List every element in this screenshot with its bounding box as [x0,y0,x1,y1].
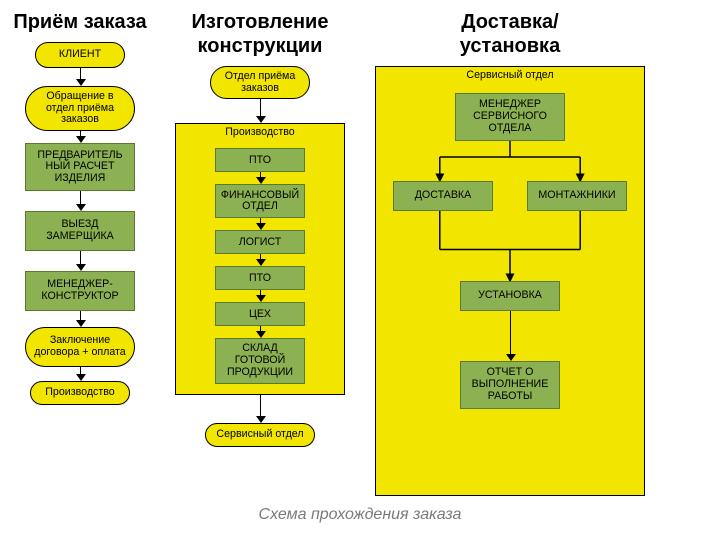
flow-node: ПРЕДВАРИТЕЛЬ НЫЙ РАСЧЕТ ИЗДЕЛИЯ [25,143,135,191]
arrow-down-icon [260,218,261,230]
flow-node: МОНТАЖНИКИ [527,181,627,211]
flow-node: Заключение договора + оплата [25,327,135,367]
col3-title: Доставка/ установка [460,10,560,58]
arrow-down-icon [80,191,81,211]
flow-node: ДОСТАВКА [393,181,493,211]
branch-merge-icon [375,211,645,281]
flow-node: Производство [30,381,130,405]
arrow-down-icon [80,367,81,381]
flow-node: ПТО [215,266,305,290]
flow-node: ФИНАНСОВЫЙ ОТДЕЛ [215,184,305,218]
arrow-down-icon [80,251,81,271]
flow-node: ПТО [215,148,305,172]
arrow-down-icon [80,311,81,327]
col1-title: Приём заказа [13,10,146,34]
arrow-down-icon [80,68,81,86]
arrow-down-icon [260,99,261,123]
flow-node: Сервисный отдел [205,423,315,447]
arrow-down-icon [260,172,261,184]
arrow-down-icon [260,290,261,302]
col-manufacturing: Изготовление конструкции Отдел приёма за… [160,10,360,447]
flow-node: МЕНЕДЖЕР- КОНСТРУКТОР [25,271,135,311]
diagram-caption: Схема прохождения заказа [10,506,710,524]
flow-node: ВЫЕЗД ЗАМЕРЩИКА [25,211,135,251]
production-container: Производство ПТО ФИНАНСОВЫЙ ОТДЕЛ ЛОГИСТ ПТО… [175,123,345,394]
container-label: Производство [176,126,344,138]
flow-node: МЕНЕДЖЕР СЕРВИСНОГО ОТДЕЛА [455,93,565,141]
arrow-down-icon [260,326,261,338]
arrow-down-icon [260,395,261,423]
col-order-intake: Приём заказа КЛИЕНТ Обращение в отдел при… [10,10,150,405]
service-container: Сервисный отдел МЕНЕДЖЕР СЕРВИСНОГО ОТДЕЛ… [375,66,645,496]
flow-node: ЛОГИСТ [215,230,305,254]
flow-node: Обращение в отдел приёма заказов [25,86,135,131]
flow-node: УСТАНОВКА [460,281,560,311]
branch-row: ДОСТАВКА МОНТАЖНИКИ [376,181,644,211]
diagram-columns: Приём заказа КЛИЕНТ Обращение в отдел при… [10,10,710,496]
flow-node: ОТЧЕТ О ВЫПОЛНЕНИЕ РАБОТЫ [460,361,560,409]
flow-node: СКЛАД ГОТОВОЙ ПРОДУКЦИИ [215,338,305,383]
col2-title: Изготовление конструкции [160,10,360,58]
arrow-down-icon [80,131,81,143]
flow-node: Отдел приёма заказов [210,66,310,99]
arrow-down-icon [510,311,511,361]
container-label: Сервисный отдел [376,69,644,81]
branch-split-icon [375,141,645,181]
flow-node: ЦЕХ [215,302,305,326]
arrow-down-icon [260,254,261,266]
flow-node: КЛИЕНТ [35,42,125,68]
col-delivery-install: Доставка/ установка Сервисный отдел МЕНЕД… [370,10,650,496]
